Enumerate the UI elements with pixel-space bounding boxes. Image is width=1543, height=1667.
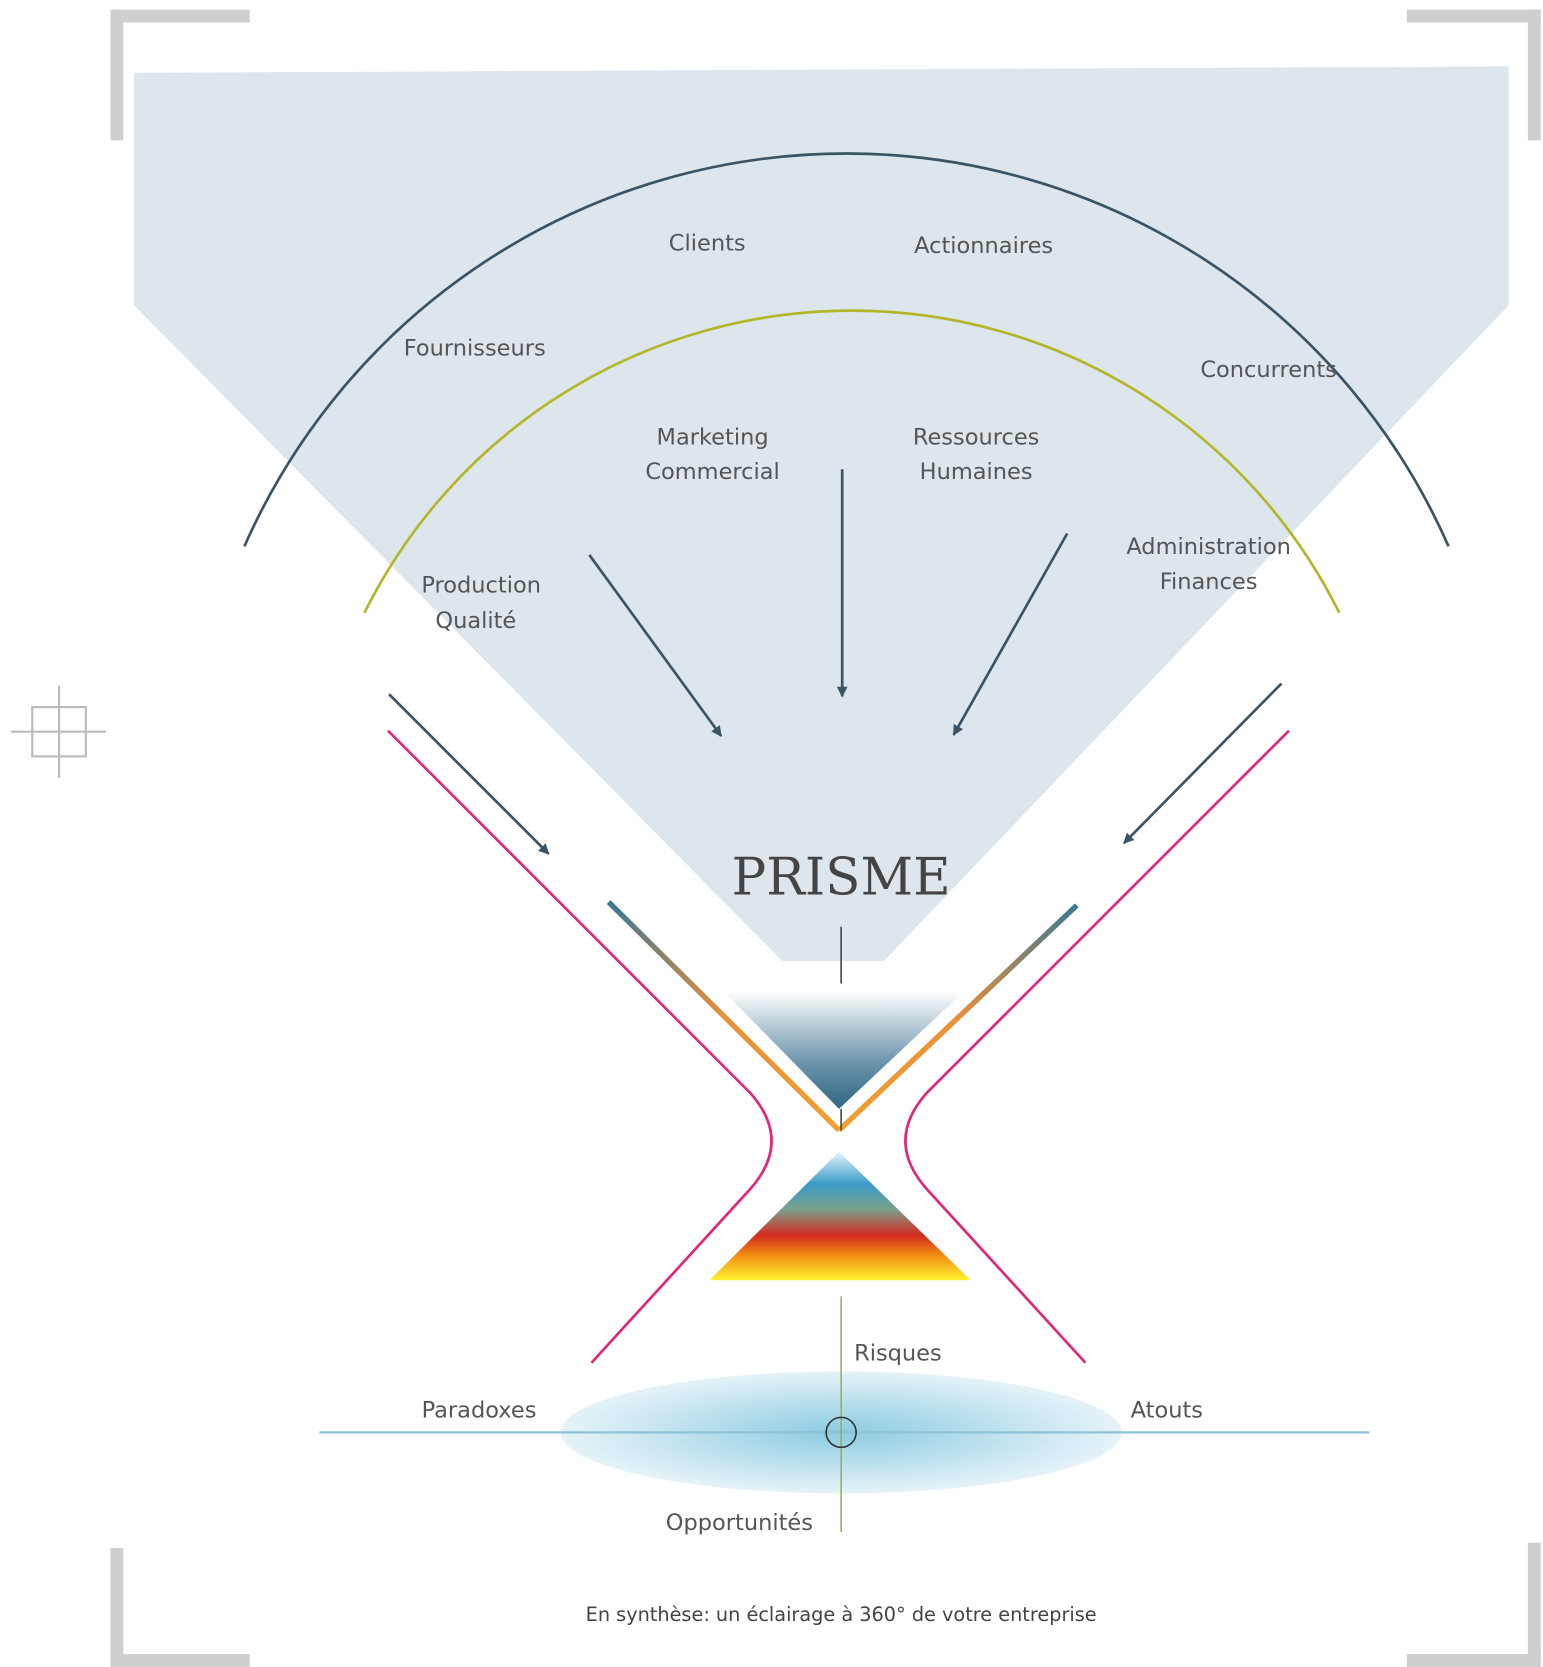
photo-background	[134, 66, 1509, 961]
inner-label: Marketing	[657, 425, 769, 451]
inner-label: Ressources	[913, 425, 1040, 451]
outer-label: Clients	[669, 231, 746, 257]
outer-label: Fournisseurs	[404, 336, 546, 362]
inner-label: Commercial	[645, 459, 779, 485]
outcome-label: Risques	[854, 1341, 942, 1367]
diagram: Fournisseurs Clients Actionnaires Concur…	[0, 0, 1543, 1667]
outer-label: Actionnaires	[914, 233, 1053, 259]
inner-label: Administration	[1126, 534, 1291, 560]
outcome-label: Paradoxes	[422, 1397, 537, 1423]
inner-label: Finances	[1160, 569, 1258, 595]
outcome-label: Atouts	[1131, 1397, 1203, 1423]
caption: En synthèse: un éclairage à 360° de votr…	[586, 1603, 1097, 1626]
inner-label: Humaines	[920, 459, 1033, 485]
inner-label: Qualité	[435, 608, 516, 634]
outcome-label: Opportunités	[666, 1510, 813, 1536]
crosshair	[11, 686, 106, 778]
center-title: PRISME	[732, 848, 951, 908]
inner-label: Production	[421, 572, 541, 598]
page: Fournisseurs Clients Actionnaires Concur…	[0, 0, 1543, 1667]
prism-spectrum	[709, 1152, 970, 1281]
outer-label: Concurrents	[1200, 357, 1337, 383]
